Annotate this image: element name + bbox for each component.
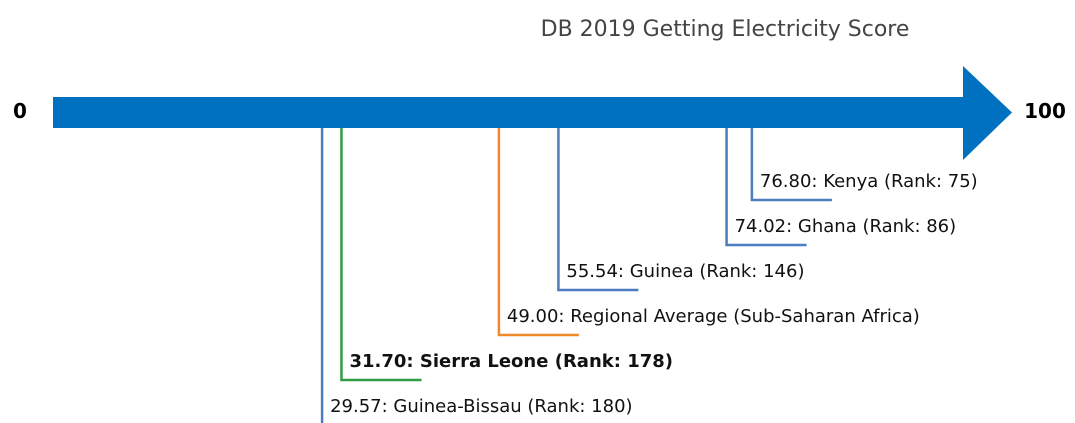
marker-line — [557, 128, 639, 292]
marker-line — [497, 128, 579, 337]
marker-line — [725, 128, 807, 247]
marker-label: 31.70: Sierra Leone (Rank: 178) — [349, 351, 673, 372]
marker-line — [340, 128, 422, 382]
axis-end-label: 0 — [13, 99, 27, 123]
marker-label: 49.00: Regional Average (Sub-Saharan Afr… — [507, 306, 920, 327]
axis-end-label: 100 — [1024, 99, 1066, 123]
marker-label: 29.57: Guinea-Bissau (Rank: 180) — [330, 396, 632, 417]
marker-line — [320, 128, 324, 423]
marker-label: 76.80: Kenya (Rank: 75) — [760, 171, 978, 192]
axis-arrow — [53, 66, 1012, 160]
marker-line — [750, 128, 832, 202]
marker-label: 55.54: Guinea (Rank: 146) — [566, 261, 804, 282]
marker-label: 74.02: Ghana (Rank: 86) — [735, 216, 957, 237]
chart-title: DB 2019 Getting Electricity Score — [541, 17, 910, 42]
